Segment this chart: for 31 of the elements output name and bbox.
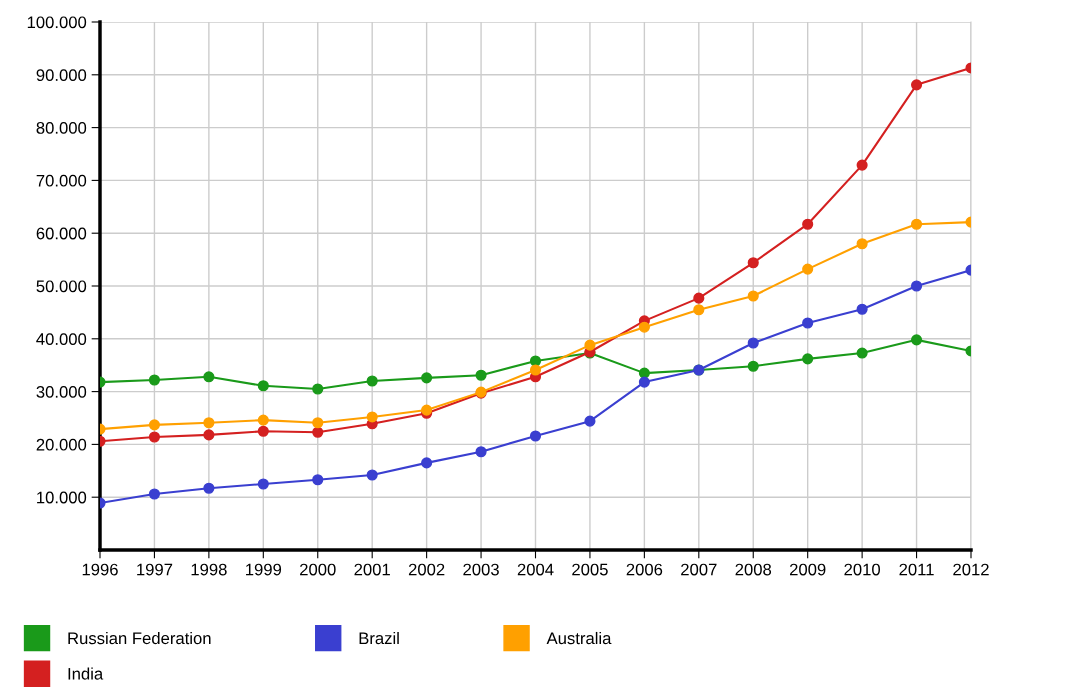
x-tick-label: 1997 xyxy=(137,563,173,576)
x-tick-label: 2010 xyxy=(844,563,881,576)
x-tick-label: 2006 xyxy=(626,563,663,576)
y-tick-label: 80.000 xyxy=(36,122,87,134)
y-tick-label: 60.000 xyxy=(36,227,87,240)
x-tick-label: 2004 xyxy=(517,563,554,576)
x-tick-label: 2007 xyxy=(681,563,717,576)
legend-label: Russian Federation xyxy=(68,631,211,645)
x-tick-label: 1996 xyxy=(82,563,118,576)
x-tick-label: 2012 xyxy=(953,563,989,576)
legend-label: India xyxy=(68,667,104,680)
x-tick-label: 2009 xyxy=(789,563,826,576)
x-tick-label: 2008 xyxy=(735,563,772,576)
y-tick-label: 20.000 xyxy=(36,438,87,451)
x-tick-label: 1998 xyxy=(191,563,227,576)
y-tick-label: 40.000 xyxy=(36,333,87,345)
y-tick-label: 90.000 xyxy=(36,69,87,81)
y-tick-label: 100.000 xyxy=(27,16,87,29)
legend-label: Australia xyxy=(546,631,612,645)
x-tick-label: 2000 xyxy=(300,563,336,576)
y-tick-label: 10.000 xyxy=(37,491,87,504)
x-tick-label: 2005 xyxy=(572,563,608,576)
legend-label: Brazil xyxy=(359,631,399,645)
y-tick-label: 70.000 xyxy=(36,174,87,187)
x-tick-label: 2001 xyxy=(354,563,390,576)
x-tick-label: 2002 xyxy=(408,563,445,576)
x-tick-label: 2003 xyxy=(463,563,499,576)
x-tick-label: 1999 xyxy=(246,563,282,576)
y-tick-label: 30.000 xyxy=(36,386,87,398)
x-tick-label: 2011 xyxy=(899,563,934,576)
y-tick-label: 50.000 xyxy=(36,280,87,293)
